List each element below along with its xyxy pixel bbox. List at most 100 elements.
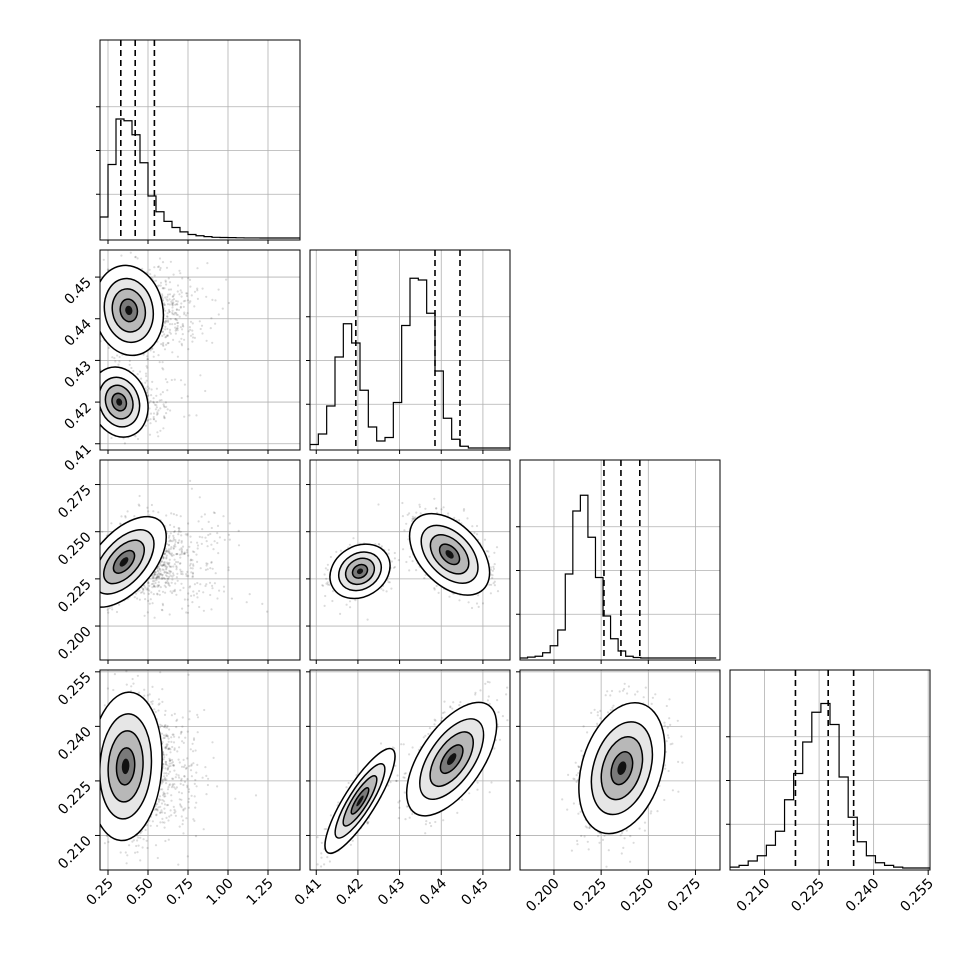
- scatter-point: [183, 313, 186, 316]
- scatter-point: [92, 566, 94, 568]
- scatter-point: [168, 561, 171, 565]
- scatter-point: [178, 553, 181, 556]
- scatter-point: [181, 333, 184, 336]
- scatter-point: [179, 379, 183, 382]
- scatter-point: [90, 601, 92, 603]
- scatter-point: [163, 570, 166, 573]
- scatter-point: [174, 582, 177, 585]
- scatter-point: [161, 604, 165, 607]
- scatter-point: [186, 611, 190, 614]
- scatter-point: [87, 399, 89, 401]
- scatter-point: [144, 387, 147, 390]
- scatter-point: [178, 269, 181, 272]
- scatter-point: [129, 251, 132, 254]
- scatter-point: [186, 534, 189, 537]
- scatter-point: [133, 515, 136, 518]
- scatter-point: [96, 329, 98, 331]
- scatter-point: [173, 530, 176, 533]
- scatter-point: [152, 397, 155, 400]
- scatter-point: [161, 577, 164, 580]
- scatter-point: [97, 576, 99, 578]
- scatter-point: [146, 355, 149, 358]
- scatter-point: [198, 589, 201, 593]
- scatter-point: [191, 329, 194, 332]
- scatter-point: [173, 544, 176, 548]
- scatter-point: [209, 532, 212, 536]
- scatter-point: [171, 351, 174, 354]
- scatter-point: [155, 573, 158, 576]
- scatter-point: [159, 572, 162, 575]
- scatter-point: [145, 375, 148, 378]
- scatter-point: [161, 330, 165, 333]
- scatter-point: [185, 294, 189, 298]
- scatter-point: [180, 548, 183, 551]
- scatter-point: [211, 298, 214, 301]
- scatter-point: [189, 535, 192, 538]
- scatter-point: [172, 574, 175, 577]
- scatter-point: [106, 268, 109, 271]
- scatter-point: [183, 552, 186, 555]
- scatter-point: [161, 261, 165, 264]
- scatter-point: [217, 552, 220, 555]
- scatter-point: [86, 554, 88, 556]
- scatter-point: [160, 577, 163, 580]
- scatter-point: [92, 546, 94, 548]
- scatter-point: [161, 568, 164, 571]
- scatter-point: [181, 277, 184, 280]
- scatter-point: [147, 592, 150, 596]
- scatter-point: [87, 607, 89, 609]
- scatter-point: [166, 575, 169, 578]
- scatter-point: [134, 256, 137, 259]
- scatter-point: [171, 311, 174, 314]
- scatter-point: [86, 601, 88, 603]
- scatter-point: [95, 559, 97, 561]
- scatter-point: [163, 552, 166, 555]
- scatter-point: [156, 576, 159, 579]
- scatter-point: [166, 408, 169, 411]
- scatter-point: [124, 516, 127, 519]
- scatter-point: [94, 316, 96, 318]
- scatter-point: [187, 348, 190, 351]
- scatter-point: [187, 277, 190, 280]
- scatter-point: [184, 299, 187, 302]
- scatter-point: [157, 573, 160, 576]
- scatter-point: [193, 336, 196, 339]
- scatter-point: [180, 582, 183, 585]
- scatter-point: [188, 414, 191, 417]
- scatter-point: [172, 572, 175, 575]
- scatter-point: [151, 602, 154, 605]
- scatter-point: [177, 527, 180, 530]
- scatter-point: [102, 258, 105, 261]
- scatter-point: [162, 344, 165, 347]
- scatter-point: [168, 540, 171, 543]
- scatter-point: [179, 289, 182, 292]
- scatter-point: [180, 553, 183, 556]
- scatter-point: [166, 572, 169, 575]
- scatter-point: [168, 323, 172, 326]
- scatter-point: [181, 573, 184, 576]
- scatter-point: [98, 585, 100, 587]
- scatter-point: [96, 576, 98, 578]
- panel-frame: [309, 249, 511, 451]
- scatter-point: [230, 597, 233, 600]
- scatter-point: [130, 366, 133, 370]
- scatter-point: [191, 601, 194, 604]
- scatter-point: [177, 541, 180, 544]
- scatter-point: [181, 324, 184, 327]
- scatter-point: [95, 421, 97, 423]
- scatter-point: [163, 416, 166, 419]
- scatter-point: [166, 577, 169, 581]
- scatter-point: [214, 299, 217, 302]
- scatter-point: [182, 300, 185, 303]
- scatter-point: [95, 294, 97, 296]
- scatter-point: [174, 318, 177, 321]
- scatter-point: [178, 315, 181, 318]
- scatter-point: [158, 257, 162, 260]
- scatter-point: [91, 594, 93, 596]
- scatter-point: [166, 334, 169, 337]
- scatter-point: [96, 581, 98, 583]
- scatter-point: [93, 580, 95, 582]
- scatter-point: [186, 570, 189, 574]
- scatter-point: [94, 341, 96, 343]
